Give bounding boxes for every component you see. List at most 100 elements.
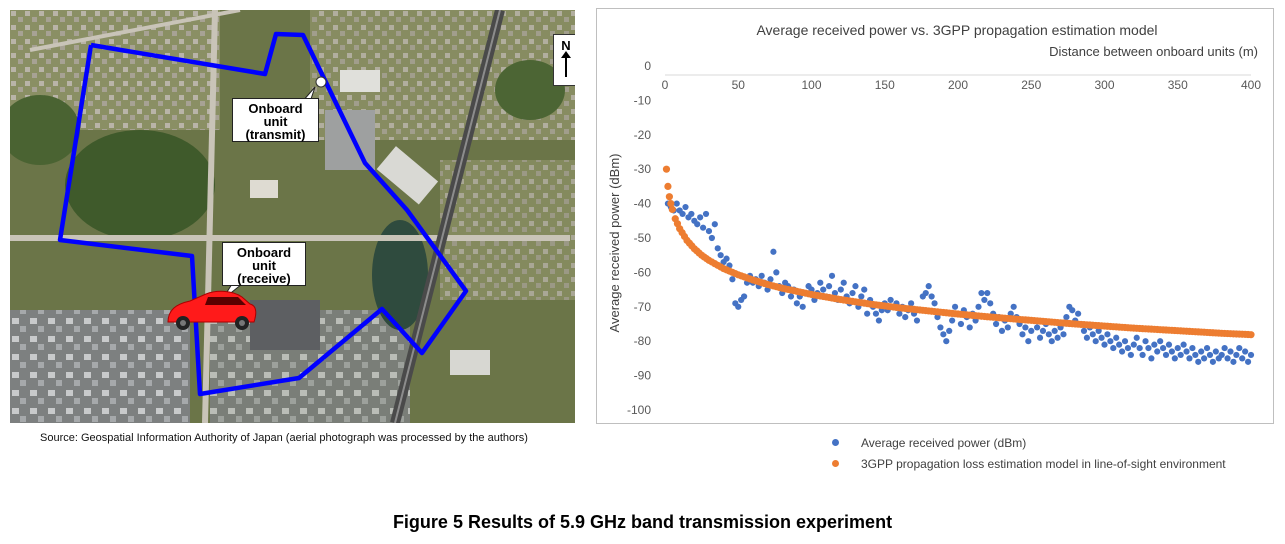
data-point-received-power bbox=[705, 228, 713, 235]
data-point-received-power bbox=[1183, 348, 1190, 355]
data-point-received-power bbox=[817, 279, 824, 286]
model-curve-segment bbox=[922, 307, 930, 315]
data-point-received-power bbox=[937, 324, 944, 331]
data-point-received-power bbox=[1224, 355, 1231, 362]
legend-item-3gpp-model: 3GPP propagation loss estimation model i… bbox=[832, 453, 1226, 474]
data-point-received-power bbox=[1089, 331, 1096, 338]
model-curve-segment bbox=[1127, 324, 1135, 332]
aerial-photo bbox=[10, 10, 575, 423]
data-point-received-power bbox=[1022, 324, 1029, 331]
data-point-received-power bbox=[702, 210, 710, 218]
data-point-received-power bbox=[1107, 338, 1114, 345]
data-point-received-power bbox=[767, 276, 774, 283]
legend-marker-blue bbox=[832, 439, 839, 446]
data-point-received-power bbox=[1139, 351, 1146, 359]
north-label: N bbox=[561, 38, 571, 53]
x-tick-label: 100 bbox=[801, 78, 821, 92]
data-point-received-power bbox=[840, 279, 847, 286]
data-point-received-power bbox=[1145, 344, 1152, 352]
data-point-3gpp-model bbox=[665, 193, 673, 201]
model-curve-segment bbox=[790, 287, 798, 295]
model-curve-segment bbox=[951, 310, 959, 318]
data-point-received-power bbox=[1083, 334, 1091, 341]
data-point-received-power bbox=[1212, 348, 1219, 355]
data-point-3gpp-model bbox=[668, 205, 676, 214]
model-curve-segment bbox=[702, 255, 711, 263]
y-tick-label: -60 bbox=[634, 265, 652, 279]
receiver-car bbox=[167, 290, 257, 330]
data-point-received-power bbox=[1127, 351, 1134, 359]
data-point-received-power bbox=[1104, 331, 1111, 338]
data-point-received-power bbox=[1051, 327, 1058, 334]
data-point-received-power bbox=[931, 300, 938, 307]
x-tick-label: 250 bbox=[1021, 78, 1041, 92]
model-curve-segment bbox=[775, 283, 783, 292]
legend-label: Average received power (dBm) bbox=[861, 435, 1027, 450]
data-point-received-power bbox=[799, 303, 806, 310]
y-tick-label: -80 bbox=[634, 334, 652, 348]
data-point-received-power bbox=[711, 221, 718, 228]
x-tick-label: 200 bbox=[948, 78, 968, 92]
data-point-received-power bbox=[998, 327, 1006, 334]
data-point-received-power bbox=[825, 283, 833, 290]
data-point-received-power bbox=[1075, 310, 1082, 317]
model-curve-segment bbox=[1068, 320, 1076, 328]
model-curve-segment bbox=[680, 232, 689, 241]
data-point-received-power bbox=[1227, 348, 1234, 355]
data-point-received-power bbox=[987, 300, 994, 307]
data-point-received-power bbox=[858, 293, 865, 300]
data-point-received-power bbox=[717, 252, 724, 259]
y-tick-label: -90 bbox=[634, 369, 652, 383]
data-point-received-power bbox=[1233, 351, 1240, 359]
data-point-received-power bbox=[1195, 358, 1202, 365]
data-point-received-power bbox=[925, 283, 932, 290]
model-curve-segment bbox=[1215, 329, 1223, 337]
data-point-received-power bbox=[773, 269, 780, 276]
model-curve-segment bbox=[761, 279, 769, 288]
data-point-received-power bbox=[1171, 355, 1178, 362]
data-point-received-power bbox=[1028, 327, 1035, 334]
data-point-received-power bbox=[1124, 344, 1132, 352]
data-point-received-power bbox=[940, 331, 947, 338]
model-curve-segment bbox=[1010, 315, 1018, 323]
model-curve-segment bbox=[1039, 317, 1047, 325]
data-point-received-power bbox=[981, 296, 988, 304]
data-point-received-power bbox=[837, 286, 844, 293]
data-point-received-power bbox=[1186, 355, 1193, 362]
data-point-received-power bbox=[1080, 327, 1088, 334]
data-point-received-power bbox=[787, 293, 795, 300]
x-tick-label: 150 bbox=[875, 78, 895, 92]
data-point-received-power bbox=[1218, 351, 1225, 359]
data-point-received-power bbox=[1142, 338, 1149, 345]
data-point-received-power bbox=[820, 286, 827, 293]
data-point-received-power bbox=[673, 200, 680, 207]
data-point-received-power bbox=[849, 289, 856, 297]
x-tick-label: 350 bbox=[1168, 78, 1188, 92]
data-point-received-power bbox=[1069, 307, 1076, 314]
data-point-received-power bbox=[1242, 348, 1249, 355]
aerial-map: N Onboard unit (transmit) Onboard unit (… bbox=[10, 10, 575, 423]
data-point-received-power bbox=[1148, 355, 1155, 362]
data-point-received-power bbox=[682, 203, 689, 211]
data-point-received-power bbox=[1236, 344, 1243, 352]
north-arrow-icon bbox=[561, 51, 571, 77]
data-point-received-power bbox=[1189, 344, 1196, 352]
data-point-received-power bbox=[934, 314, 941, 321]
chart-legend: Average received power (dBm) 3GPP propag… bbox=[832, 432, 1226, 474]
map-source-note: Source: Geospatial Information Authority… bbox=[40, 432, 528, 444]
data-point-received-power bbox=[896, 310, 903, 317]
transmit-marker bbox=[315, 76, 327, 88]
data-point-received-power bbox=[1110, 344, 1117, 352]
model-curve-segment bbox=[1244, 330, 1252, 339]
data-point-received-power bbox=[1192, 351, 1199, 359]
data-point-received-power bbox=[957, 320, 965, 328]
data-point-received-power bbox=[1165, 341, 1173, 348]
x-axis-label: Distance between onboard units (m) bbox=[1049, 44, 1258, 59]
data-point-received-power bbox=[1151, 341, 1158, 348]
data-point-received-power bbox=[1019, 331, 1026, 338]
data-point-received-power bbox=[852, 283, 859, 290]
data-point-received-power bbox=[699, 224, 707, 231]
scatter-chart: Average received power vs. 3GPP propagat… bbox=[607, 22, 1261, 417]
receive-unit-label: Onboard unit (receive) bbox=[222, 242, 306, 286]
y-tick-label: -100 bbox=[627, 403, 651, 417]
